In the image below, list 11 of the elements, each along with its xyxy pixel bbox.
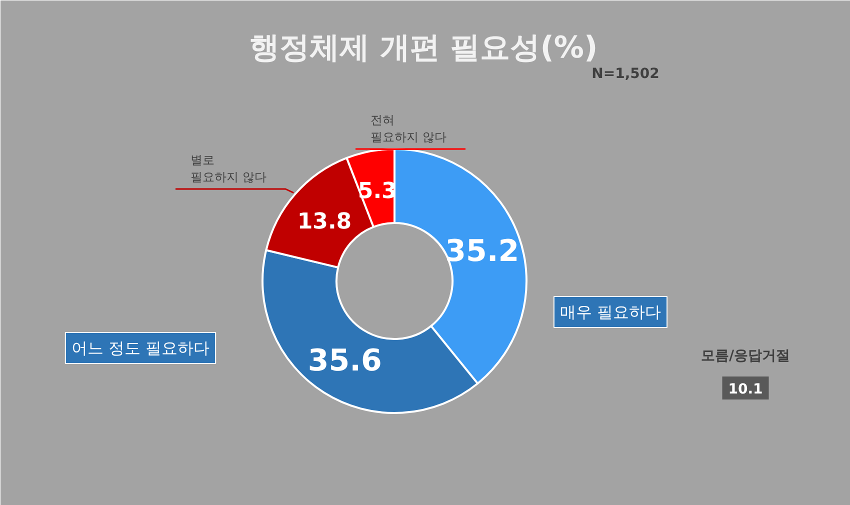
data-label: 35.2 [445,234,520,269]
text: 10.1 [728,382,763,398]
slice-label: 전혀 필요하지 않다 [370,113,446,144]
slice-label: 별로 필요하지 않다 [190,153,266,184]
data-label: 35.6 [308,344,382,379]
slice-label: 매우 필요하다 [560,302,662,322]
text: N=1,502 [592,66,660,82]
text: 모름/응답거절 [700,348,790,364]
chart-title: 행정체제 개편 필요성(%) [249,30,598,66]
data-label: 13.8 [297,209,352,234]
slice-label: 어느 정도 필요하다 [71,338,210,358]
